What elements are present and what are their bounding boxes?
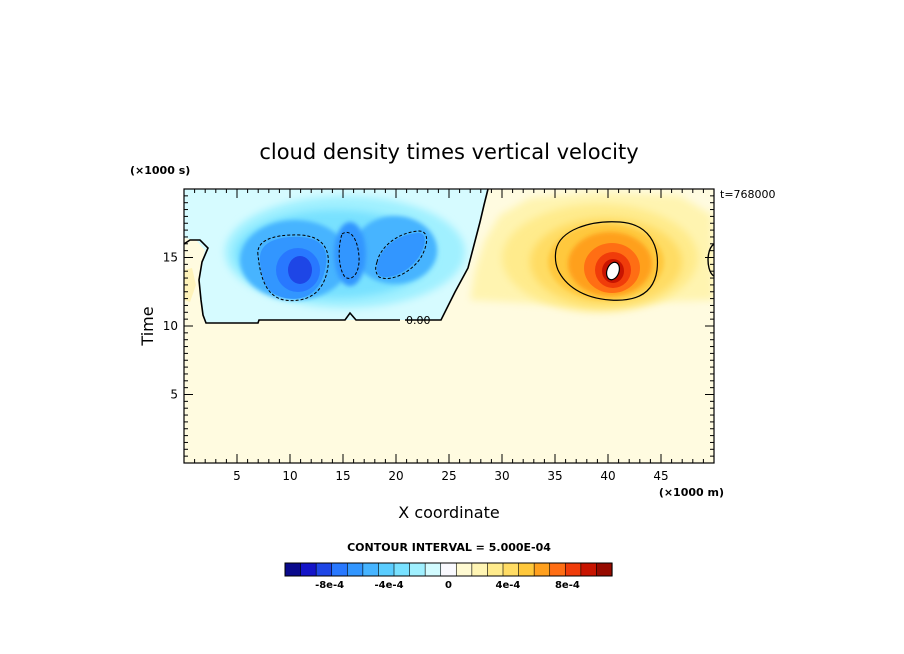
y-tick-labels: 5 10 15 <box>163 251 178 402</box>
x-tick-label: 20 <box>388 469 403 483</box>
neg-contour-1 <box>257 234 329 302</box>
colorbar-swatch <box>502 562 520 577</box>
chart-title: cloud density times vertical velocity <box>259 140 638 164</box>
x-axis-label: X coordinate <box>398 503 499 522</box>
colorbar-swatch <box>533 562 551 577</box>
colorbar-swatch <box>409 562 426 577</box>
y-unit-label: (×1000 s) <box>130 164 190 177</box>
colorbar-frame <box>284 562 613 577</box>
time-label: t=768000 <box>720 188 776 201</box>
y-axis-label: Time <box>138 306 157 346</box>
neg-contour-3 <box>375 230 428 279</box>
colorbar-swatch <box>471 562 489 577</box>
colorbar-swatch <box>331 562 348 577</box>
colorbar-swatch <box>300 562 317 577</box>
y-tick-label: 10 <box>163 319 178 333</box>
colorbar-tick-label: 8e-4 <box>555 580 580 591</box>
colorbar-swatch <box>362 562 380 577</box>
colorbar-swatch <box>487 562 504 577</box>
pos-contour-outer <box>554 221 659 301</box>
colorbar-swatch <box>518 562 535 577</box>
x-tick-label: 35 <box>547 469 562 483</box>
downdraft-shading <box>225 196 465 308</box>
plot-area: 0.00 <box>184 189 714 463</box>
zero-contour-right <box>707 243 714 277</box>
x-tick-label: 5 <box>233 469 241 483</box>
colorbar-swatch <box>596 562 613 577</box>
x-tick-label: 30 <box>494 469 509 483</box>
y-tick-label: 5 <box>170 388 178 402</box>
zero-contour <box>405 189 489 321</box>
updraft-shading <box>470 192 714 312</box>
colorbar-swatch <box>440 562 457 577</box>
x-tick-label: 45 <box>653 469 668 483</box>
x-tick-label: 15 <box>335 469 350 483</box>
colorbar <box>284 562 613 577</box>
colorbar-swatch <box>393 562 411 577</box>
colorbar-tick-label: 0 <box>445 580 452 591</box>
downdraft-lobe-3 <box>376 233 425 278</box>
contour-interval-text: CONTOUR INTERVAL = 5.000E-04 <box>347 541 551 554</box>
colorbar-swatch <box>564 562 582 577</box>
colorbar-swatch <box>378 562 395 577</box>
colorbar-tick-label: -4e-4 <box>375 580 404 591</box>
x-tick-label: 10 <box>282 469 297 483</box>
colorbar-swatch <box>455 562 473 577</box>
updraft-center <box>605 261 621 281</box>
zero-contour-label: 0.00 <box>406 314 431 327</box>
edge-blob-left <box>184 268 196 302</box>
x-unit-label: (×1000 m) <box>659 486 724 499</box>
zero-contour-left <box>184 239 400 324</box>
colorbar-swatch <box>284 562 302 577</box>
axis-ticks <box>184 189 714 463</box>
downdraft-core-c <box>288 256 312 284</box>
y-tick-label: 15 <box>163 251 178 265</box>
colorbar-swatch <box>315 562 333 577</box>
colorbar-tick-label: 4e-4 <box>496 580 521 591</box>
x-tick-label: 25 <box>441 469 456 483</box>
colorbar-tick-label: -8e-4 <box>315 580 344 591</box>
colorbar-labels: -8e-4 -4e-4 0 4e-4 8e-4 <box>315 580 580 591</box>
downdraft-lobe-2 <box>339 234 358 278</box>
x-tick-labels: 5 10 15 20 25 30 35 40 45 <box>233 469 668 483</box>
colorbar-swatch <box>424 562 442 577</box>
x-tick-label: 40 <box>600 469 615 483</box>
colorbar-swatch <box>580 562 598 577</box>
colorbar-swatch <box>549 562 566 577</box>
colorbar-swatch <box>346 562 364 577</box>
